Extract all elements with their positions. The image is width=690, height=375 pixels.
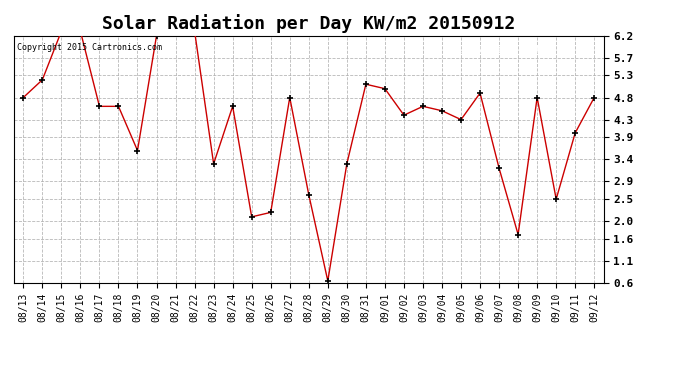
Title: Solar Radiation per Day KW/m2 20150912: Solar Radiation per Day KW/m2 20150912 xyxy=(102,14,515,33)
Text: Copyright 2015 Cartronics.com: Copyright 2015 Cartronics.com xyxy=(17,43,161,52)
